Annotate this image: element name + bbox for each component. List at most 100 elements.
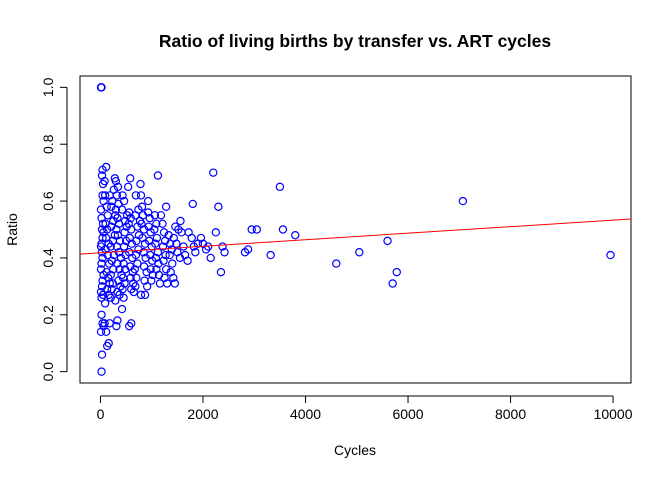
data-point (266, 250, 275, 260)
data-point (127, 239, 136, 248)
data-point (383, 236, 392, 246)
data-point (151, 239, 160, 248)
data-point (126, 174, 135, 183)
data-point (206, 253, 215, 263)
data-point (388, 279, 397, 288)
x-tick-label: 2000 (187, 406, 218, 422)
data-point (137, 202, 147, 211)
data-point (147, 276, 156, 285)
data-point (115, 265, 124, 274)
data-point (170, 279, 180, 288)
data-point (158, 242, 168, 251)
data-point (161, 265, 171, 274)
data-point (102, 284, 112, 294)
data-point (120, 279, 129, 288)
data-point (97, 310, 106, 319)
data-point (119, 293, 128, 302)
y-tick-label: 0.0 (40, 362, 56, 382)
data-point (392, 267, 401, 277)
data-point (103, 211, 112, 220)
points-layer (96, 83, 615, 376)
data-point (606, 250, 615, 260)
x-axis-label: Cycles (334, 442, 376, 458)
data-point (176, 216, 185, 226)
data-point (191, 248, 200, 257)
x-tick-label: 4000 (290, 406, 321, 422)
data-point (117, 304, 127, 314)
data-point (332, 259, 341, 268)
data-point (196, 233, 206, 243)
data-point (132, 273, 141, 283)
data-point (159, 228, 169, 237)
data-point (113, 316, 122, 325)
data-point (101, 162, 111, 172)
data-point (97, 350, 107, 359)
data-point (183, 256, 192, 265)
x-tick-label: 0 (97, 406, 105, 422)
regression-line (79, 218, 632, 255)
data-point (243, 245, 253, 254)
data-point (119, 242, 129, 251)
data-point (97, 367, 106, 376)
data-point (123, 182, 133, 192)
data-point (101, 327, 111, 337)
data-point (126, 213, 135, 223)
y-tick-label: 0.6 (40, 191, 56, 211)
data-point (158, 219, 167, 229)
data-point (168, 259, 177, 268)
data-point (278, 225, 288, 234)
data-point (110, 174, 120, 183)
data-point (113, 259, 122, 268)
y-axis-label: Ratio (4, 213, 20, 246)
data-point (458, 196, 468, 206)
data-point (103, 273, 113, 283)
data-point (112, 225, 121, 234)
data-point (159, 256, 168, 265)
data-point (211, 228, 221, 237)
data-point (100, 176, 109, 186)
data-point (142, 282, 152, 291)
data-point (98, 233, 107, 243)
data-point (118, 284, 127, 294)
data-point (131, 282, 140, 291)
data-point (98, 219, 108, 229)
data-point (355, 248, 364, 257)
data-point (146, 265, 155, 274)
x-tick-label: 8000 (495, 406, 526, 422)
data-point (106, 293, 115, 302)
x-axis: 0 2000 4000 6000 8000 10000 (97, 395, 633, 422)
data-point (214, 202, 223, 211)
data-point (169, 273, 178, 283)
data-point (165, 250, 174, 260)
data-point (218, 242, 227, 251)
chart-title: Ratio of living births by transfer vs. A… (159, 31, 551, 51)
data-point (100, 191, 110, 200)
data-point (172, 239, 181, 248)
data-point (153, 248, 163, 257)
data-point (100, 319, 109, 328)
data-point (118, 191, 127, 200)
data-point (131, 191, 141, 200)
data-point (113, 213, 122, 223)
data-point (291, 230, 300, 240)
data-point (153, 171, 163, 180)
data-point (161, 202, 171, 211)
data-point (150, 225, 159, 234)
data-point (156, 211, 166, 220)
y-tick-label: 0.4 (40, 248, 56, 268)
data-point (119, 196, 129, 206)
data-point (143, 196, 153, 206)
data-point (152, 219, 161, 229)
data-point (105, 259, 114, 268)
data-point (150, 211, 160, 220)
data-point (179, 242, 188, 251)
y-tick-label: 0.8 (40, 134, 56, 154)
data-point (187, 233, 196, 243)
data-point (129, 287, 139, 297)
x-tick-label: 6000 (392, 406, 423, 422)
data-point (136, 179, 145, 189)
data-point (109, 265, 118, 274)
data-point (111, 296, 120, 305)
data-point (97, 83, 106, 92)
data-point (220, 248, 229, 257)
